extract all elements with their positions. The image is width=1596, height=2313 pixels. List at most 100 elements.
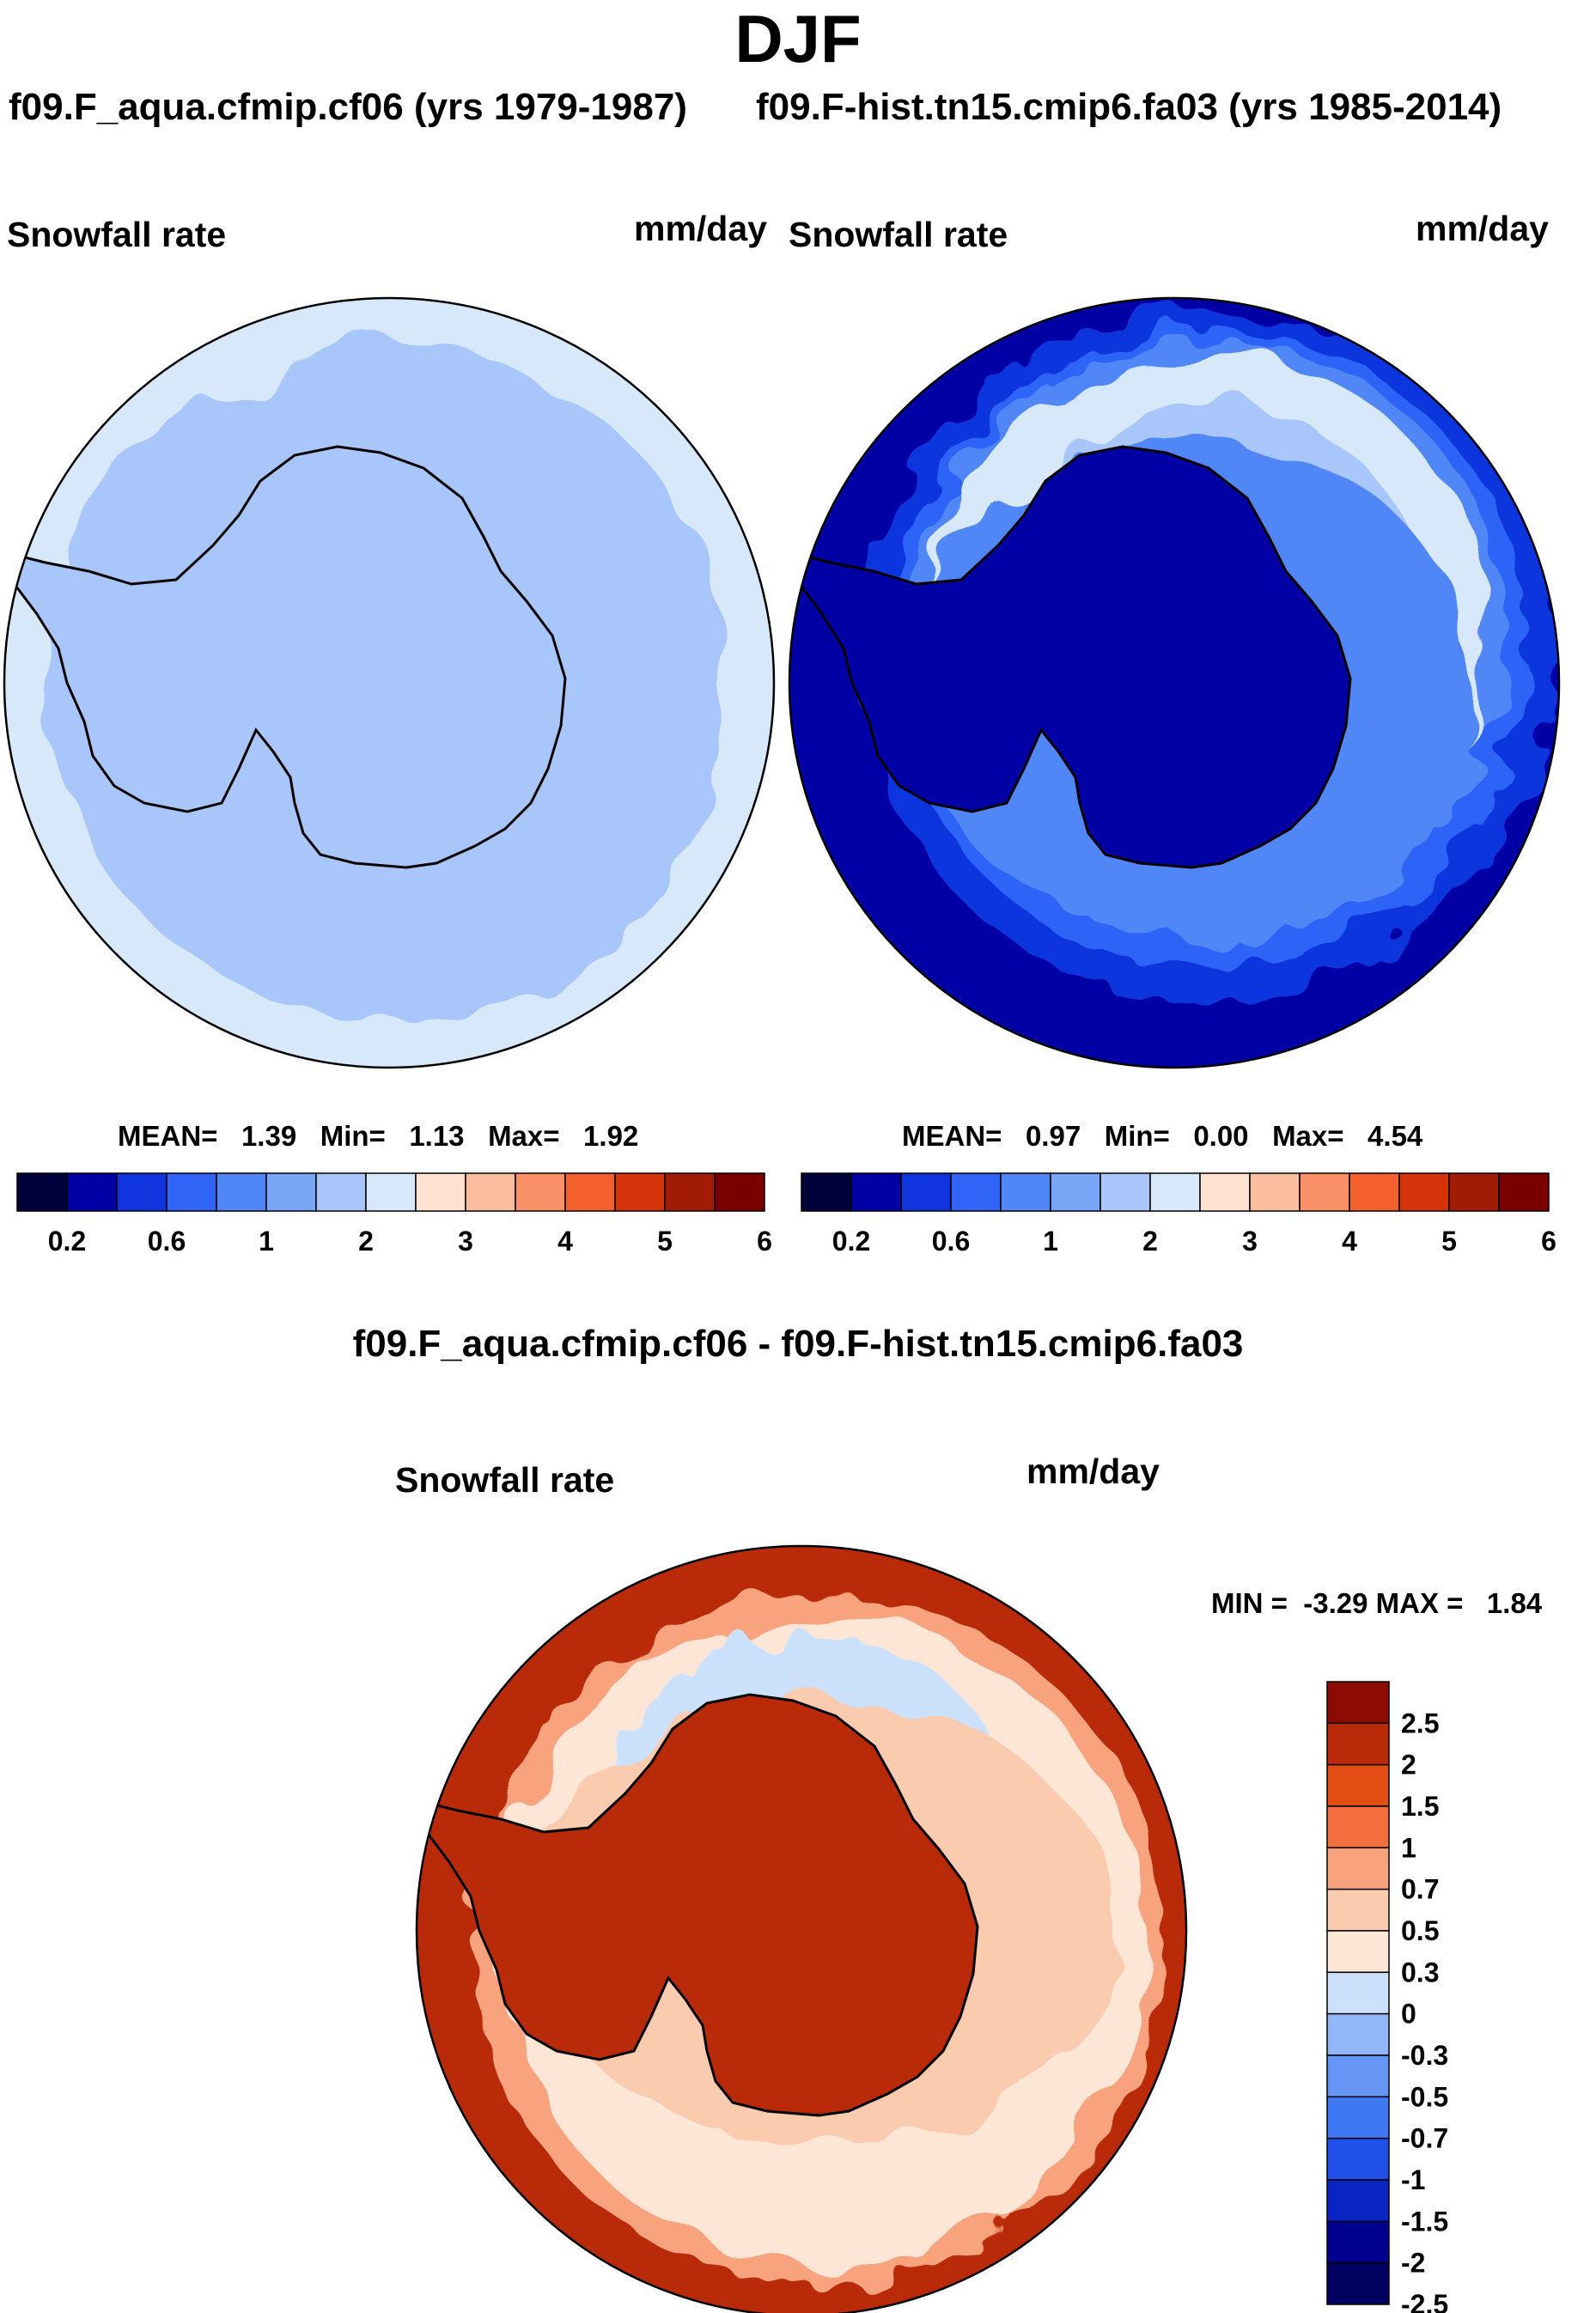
left-map [4, 298, 774, 1068]
left-mean-value: 1.39 [241, 1120, 297, 1152]
diff-colorbar-box [1326, 1930, 1390, 1974]
right-colorbar-box [900, 1172, 952, 1212]
diff-colorbar-tick-label: -0.5 [1401, 2081, 1448, 2112]
right-colorbar-box [950, 1172, 1002, 1212]
diff-colorbar-tick-label: -2.5 [1401, 2289, 1448, 2313]
right-colorbar-tick-label: 5 [1441, 1226, 1457, 1257]
left-colorbar-box [166, 1172, 217, 1212]
right-colorbar-box [1299, 1172, 1350, 1212]
diff-colorbar-box [1326, 1722, 1390, 1766]
diff-colorbar-tick-label: -1 [1401, 2164, 1425, 2195]
diff-colorbar-box [1326, 1763, 1390, 1807]
right-mean-label: MEAN= [902, 1120, 1002, 1152]
diff-colorbar-box [1326, 1888, 1390, 1932]
left-max-label: Max= [488, 1120, 560, 1152]
left-colorbar-tick-label: 4 [557, 1226, 573, 1257]
left-stats: MEAN= 1.39 Min= 1.13 Max= 1.92 [118, 1120, 638, 1153]
left-case-title: f09.F_aqua.cfmip.cf06 (yrs 1979-1987) [9, 86, 687, 128]
diff-colorbar-tick-label: 0.7 [1401, 1874, 1439, 1905]
right-colorbar-box [1349, 1172, 1400, 1212]
left-max-value: 1.92 [583, 1120, 639, 1152]
right-colorbar-box [1398, 1172, 1450, 1212]
right-colorbar-box [1000, 1172, 1051, 1212]
right-map [789, 298, 1559, 1068]
right-colorbar-box [850, 1172, 902, 1212]
diff-colorbar-tick-label: 1.5 [1401, 1791, 1439, 1822]
left-colorbar-tick-label: 0.6 [148, 1226, 186, 1257]
diff-colorbar-tick-label: -2 [1401, 2248, 1425, 2279]
diff-colorbar-tick-label: 1 [1401, 1832, 1416, 1863]
diff-colorbar-tick-label: 2 [1401, 1750, 1416, 1780]
left-colorbar-tick-label: 5 [657, 1226, 673, 1257]
diff-colorbar-box [1326, 2054, 1390, 2098]
diff-min-max-stats: MIN = -3.29 MAX = 1.84 [1211, 1587, 1543, 1619]
right-min-label: Min= [1104, 1120, 1170, 1152]
diff-colorbar-box [1326, 1847, 1390, 1890]
diff-colorbar-tick-label: 0 [1401, 1999, 1416, 2030]
left-units-label: mm/day [634, 209, 767, 248]
left-colorbar-box [415, 1172, 466, 1212]
diff-colorbar-box [1326, 2220, 1390, 2264]
diff-map-border [415, 1544, 1188, 2313]
right-colorbar-box [1050, 1172, 1101, 1212]
right-colorbar-tick-label: 3 [1242, 1226, 1258, 1257]
diff-colorbar-box [1326, 2012, 1390, 2056]
right-variable-label: Snowfall rate [789, 215, 1008, 254]
right-min-value: 0.00 [1193, 1120, 1249, 1152]
left-variable-label: Snowfall rate [7, 215, 227, 254]
right-case-title: f09.F-hist.tn15.cmip6.fa03 (yrs 1985-201… [756, 86, 1502, 128]
left-colorbar-box [16, 1172, 68, 1212]
diff-map [417, 1546, 1186, 2313]
diff-colorbar-tick-label: 2.5 [1401, 1707, 1439, 1738]
left-colorbar-box [614, 1172, 666, 1212]
left-colorbar-box [315, 1172, 367, 1212]
diff-case-title: f09.F_aqua.cfmip.cf06 - f09.F-hist.tn15.… [352, 1323, 1244, 1365]
left-colorbar-tick-label: 0.2 [48, 1226, 86, 1257]
left-map-border [3, 296, 776, 1069]
figure-title: DJF [734, 1, 862, 76]
diff-units-label: mm/day [1026, 1452, 1160, 1491]
diff-colorbar-tick-label: -0.7 [1401, 2123, 1448, 2154]
left-colorbar-box [265, 1172, 317, 1212]
diff-colorbar-tick-label: -0.3 [1401, 2040, 1448, 2071]
left-colorbar-box [564, 1172, 616, 1212]
left-colorbar-box [714, 1172, 765, 1212]
right-colorbar-box [801, 1172, 852, 1212]
diff-colorbar-box [1326, 2261, 1390, 2305]
right-colorbar-tick-label: 0.6 [932, 1226, 970, 1257]
right-units-label: mm/day [1416, 209, 1549, 248]
diff-colorbar-box [1326, 1971, 1390, 2015]
left-colorbar-tick-label: 2 [358, 1226, 374, 1257]
left-colorbar-box [216, 1172, 267, 1212]
diff-colorbar-tick-label: -1.5 [1401, 2206, 1448, 2237]
right-colorbar-tick-label: 1 [1043, 1226, 1058, 1257]
right-stats: MEAN= 0.97 Min= 0.00 Max= 4.54 [902, 1120, 1422, 1153]
right-map-border [788, 296, 1561, 1069]
right-colorbar-tick-label: 4 [1342, 1226, 1357, 1257]
diff-colorbar-box [1326, 2096, 1390, 2140]
left-colorbar-box [365, 1172, 417, 1212]
diff-colorbar-box [1326, 1805, 1390, 1849]
right-colorbar-box [1100, 1172, 1151, 1212]
right-colorbar-box [1149, 1172, 1201, 1212]
diff-colorbar-box [1326, 2137, 1390, 2181]
right-colorbar-box [1249, 1172, 1301, 1212]
right-colorbar-box [1498, 1172, 1550, 1212]
right-mean-value: 0.97 [1025, 1120, 1081, 1152]
left-colorbar-tick-label: 1 [259, 1226, 274, 1257]
left-mean-label: MEAN= [118, 1120, 218, 1152]
right-max-label: Max= [1272, 1120, 1344, 1152]
diff-colorbar-tick-label: 0.5 [1401, 1915, 1439, 1946]
left-min-value: 1.13 [409, 1120, 465, 1152]
diff-colorbar-box [1326, 2179, 1390, 2223]
left-colorbar-box [66, 1172, 118, 1212]
left-colorbar-box [116, 1172, 168, 1212]
diff-variable-label: Snowfall rate [395, 1460, 615, 1500]
right-colorbar-tick-label: 6 [1541, 1226, 1556, 1257]
left-colorbar-tick-label: 6 [757, 1226, 772, 1257]
left-colorbar-box [465, 1172, 516, 1212]
left-min-label: Min= [320, 1120, 386, 1152]
left-colorbar-box [664, 1172, 716, 1212]
right-colorbar-tick-label: 0.2 [832, 1226, 870, 1257]
